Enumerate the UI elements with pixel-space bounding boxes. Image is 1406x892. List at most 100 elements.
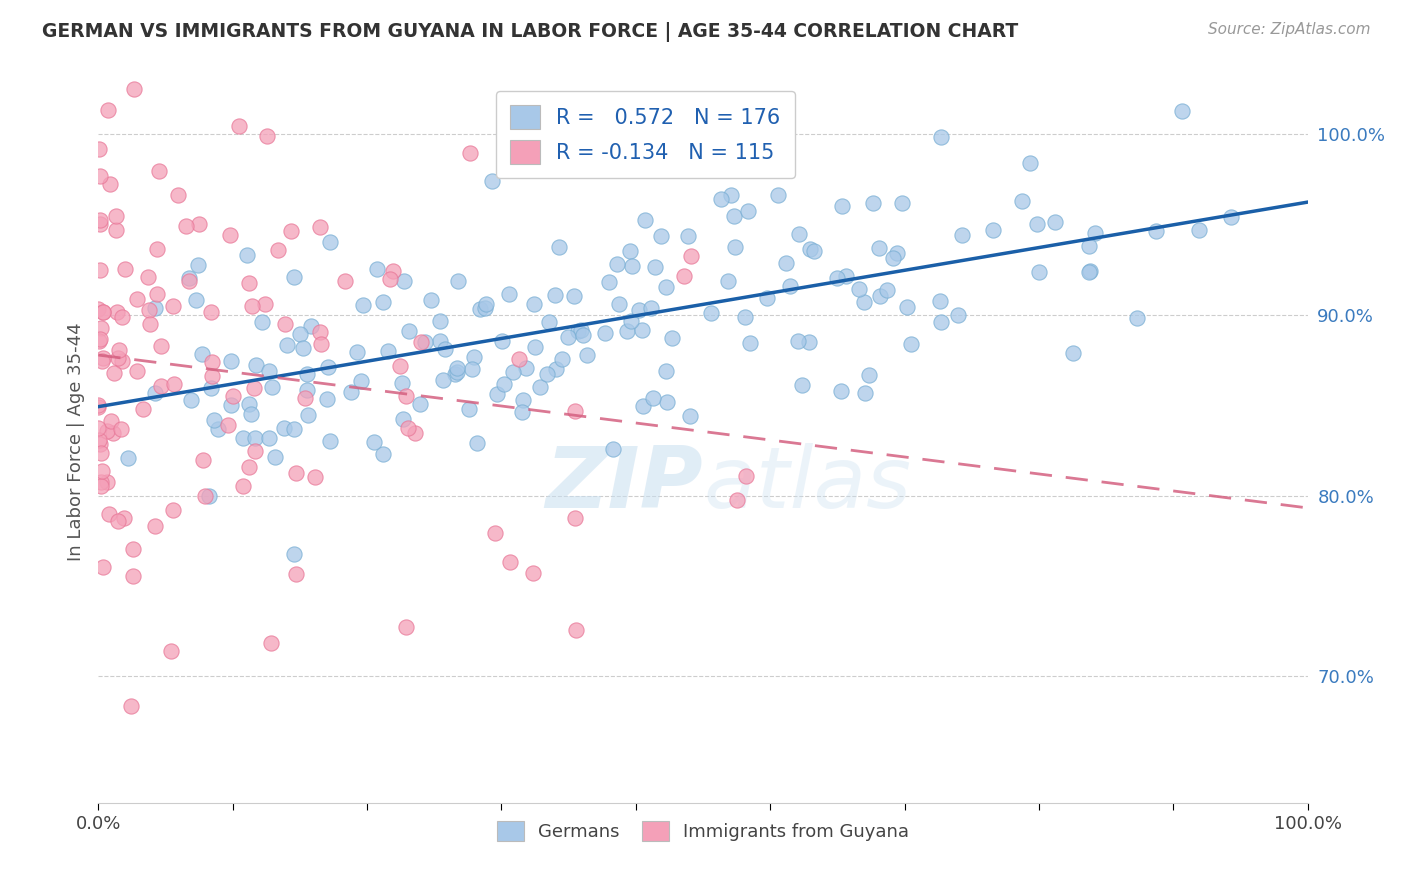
- Point: [655, 280, 678, 294]
- Point: [544, 288, 567, 302]
- Point: [186, 293, 208, 308]
- Point: [463, 350, 485, 364]
- Point: [283, 547, 305, 561]
- Point: [260, 379, 283, 393]
- Point: [232, 479, 254, 493]
- Point: [363, 435, 385, 450]
- Point: [89, 262, 111, 277]
- Point: [299, 318, 322, 333]
- Point: [661, 331, 683, 345]
- Point: [91, 305, 114, 319]
- Point: [319, 235, 342, 249]
- Point: [797, 334, 820, 349]
- Point: [294, 391, 316, 405]
- Point: [193, 453, 215, 467]
- Point: [243, 443, 266, 458]
- Point: [238, 277, 260, 291]
- Point: [138, 303, 160, 318]
- Point: [446, 365, 468, 379]
- Point: [149, 379, 172, 393]
- Point: [446, 360, 468, 375]
- Legend: Germans, Immigrants from Guyana: Germans, Immigrants from Guyana: [489, 814, 917, 848]
- Point: [280, 224, 302, 238]
- Point: [619, 244, 641, 258]
- Point: [122, 82, 145, 96]
- Point: [217, 418, 239, 433]
- Point: [274, 317, 297, 331]
- Point: [201, 355, 224, 369]
- Point: [136, 270, 159, 285]
- Point: [143, 301, 166, 315]
- Point: [640, 301, 662, 316]
- Point: [1062, 345, 1084, 359]
- Point: [551, 351, 574, 366]
- Point: [162, 299, 184, 313]
- Point: [723, 209, 745, 223]
- Point: [392, 411, 415, 425]
- Point: [107, 514, 129, 528]
- Point: [90, 479, 112, 493]
- Point: [264, 450, 287, 465]
- Point: [852, 295, 875, 310]
- Point: [100, 414, 122, 428]
- Point: [162, 503, 184, 517]
- Point: [304, 470, 326, 484]
- Point: [97, 103, 120, 117]
- Point: [222, 389, 245, 403]
- Point: [948, 308, 970, 322]
- Point: [398, 324, 420, 338]
- Point: [111, 310, 134, 324]
- Point: [148, 164, 170, 178]
- Point: [869, 289, 891, 303]
- Point: [465, 436, 488, 450]
- Point: [606, 257, 628, 271]
- Point: [291, 342, 314, 356]
- Point: [404, 425, 426, 440]
- Point: [309, 219, 332, 234]
- Point: [90, 464, 112, 478]
- Point: [512, 392, 534, 407]
- Point: [1188, 223, 1211, 237]
- Point: [89, 212, 111, 227]
- Point: [243, 381, 266, 395]
- Point: [256, 128, 278, 143]
- Text: atlas: atlas: [703, 443, 911, 526]
- Point: [443, 368, 465, 382]
- Point: [127, 363, 149, 377]
- Point: [523, 297, 546, 311]
- Point: [676, 228, 699, 243]
- Text: GERMAN VS IMMIGRANTS FROM GUYANA IN LABOR FORCE | AGE 35-44 CORRELATION CHART: GERMAN VS IMMIGRANTS FROM GUYANA IN LABO…: [42, 22, 1018, 42]
- Point: [569, 323, 592, 337]
- Point: [352, 298, 374, 312]
- Point: [515, 361, 537, 376]
- Point: [240, 299, 263, 313]
- Point: [565, 623, 588, 637]
- Point: [848, 282, 870, 296]
- Point: [191, 347, 214, 361]
- Point: [319, 434, 342, 449]
- Point: [101, 425, 124, 440]
- Point: [110, 353, 132, 368]
- Point: [499, 555, 522, 569]
- Point: [391, 376, 413, 390]
- Point: [457, 402, 479, 417]
- Point: [950, 228, 973, 243]
- Point: [382, 264, 405, 278]
- Point: [392, 274, 415, 288]
- Point: [121, 569, 143, 583]
- Point: [1045, 215, 1067, 229]
- Point: [112, 511, 135, 525]
- Point: [929, 315, 952, 329]
- Point: [891, 196, 914, 211]
- Point: [259, 364, 281, 378]
- Point: [724, 240, 747, 254]
- Point: [89, 169, 111, 183]
- Point: [1078, 265, 1101, 279]
- Point: [89, 332, 111, 346]
- Point: [564, 511, 586, 525]
- Point: [650, 228, 672, 243]
- Point: [562, 289, 585, 303]
- Point: [235, 248, 257, 262]
- Point: [285, 567, 308, 582]
- Point: [114, 262, 136, 277]
